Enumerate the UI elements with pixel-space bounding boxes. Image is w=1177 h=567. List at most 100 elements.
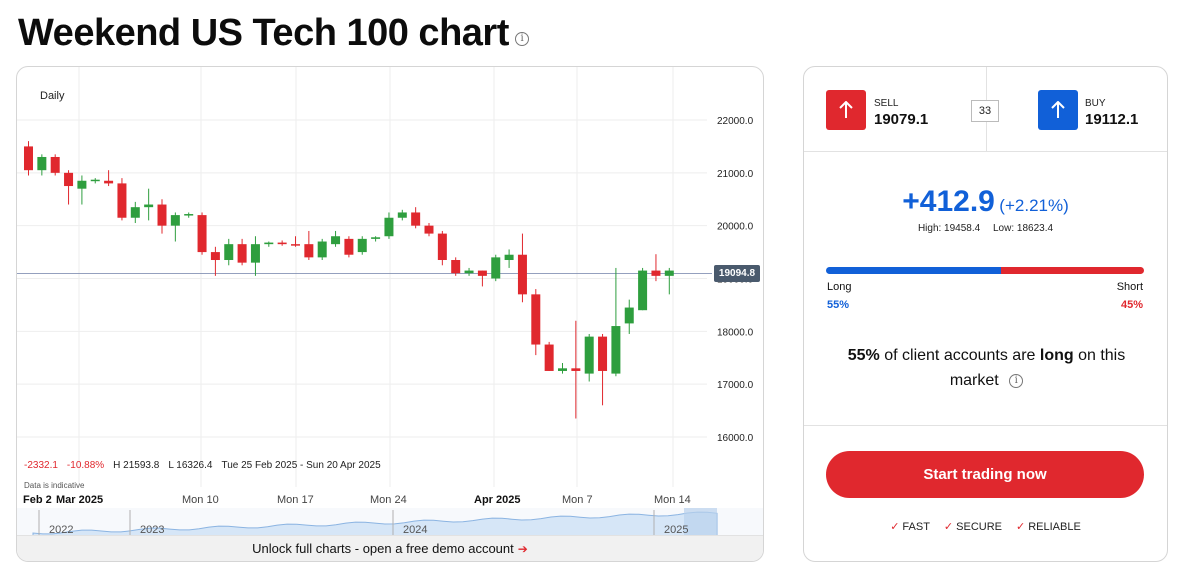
candle — [464, 270, 474, 274]
candle — [437, 233, 447, 261]
candle — [624, 307, 634, 324]
buy-button[interactable] — [1038, 90, 1078, 130]
indicative-note: Data is indicative — [24, 481, 85, 490]
navigator-area — [32, 511, 718, 538]
stat-change-pct: -10.88% — [66, 460, 105, 471]
navigator-year-label: 2023 — [140, 524, 164, 536]
candle — [130, 207, 140, 218]
sentence-end: on this market — [949, 347, 1126, 389]
candle — [77, 180, 87, 189]
candle — [37, 156, 47, 171]
candle — [170, 215, 180, 226]
stat-high: H 21593.8 — [113, 460, 160, 471]
x-tick-label: Feb 2 — [23, 494, 52, 506]
candle — [384, 217, 394, 237]
sell-button[interactable] — [826, 90, 866, 130]
candle — [197, 215, 207, 253]
buy-price[interactable]: 19112.1 — [1085, 111, 1139, 128]
x-tick-label: Mar 2025 — [56, 494, 103, 506]
trade-card: SELL 19079.1 33 BUY 19112.1 +412.9 (+2.2… — [803, 66, 1168, 562]
unlock-charts-link[interactable]: Unlock full charts - open a free demo ac… — [17, 535, 763, 561]
y-tick-label: 18000.0 — [717, 327, 754, 338]
candle — [424, 225, 434, 234]
x-tick-label: Mon 24 — [370, 494, 407, 506]
candle — [664, 270, 674, 276]
day-low: Low: 18623.4 — [993, 223, 1054, 234]
short-label: Short — [1116, 281, 1143, 293]
high-low: High: 19458.4 Low: 18623.4 — [804, 223, 1167, 234]
sentiment-bar — [826, 267, 1144, 274]
y-tick-label: 16000.0 — [717, 433, 754, 444]
candle — [357, 238, 367, 253]
candle — [598, 336, 608, 371]
candle — [104, 180, 114, 184]
navigator-selection — [684, 508, 717, 537]
arrow-up-icon — [1051, 101, 1065, 118]
candle — [250, 244, 260, 263]
y-tick-label: 21000.0 — [717, 169, 754, 180]
candle — [584, 336, 594, 374]
y-tick-label: 20000.0 — [717, 222, 754, 233]
candle — [50, 156, 60, 173]
candle — [64, 172, 74, 187]
candle — [24, 146, 33, 171]
candle — [611, 326, 621, 374]
arrow-right-icon: ➔ — [517, 541, 528, 556]
candle — [210, 252, 220, 261]
start-trading-button[interactable]: Start trading now — [826, 451, 1144, 498]
x-tick-label: Mon 14 — [654, 494, 691, 506]
candle — [184, 214, 194, 216]
check-icon: ✓ — [943, 521, 954, 533]
candle — [264, 242, 274, 245]
candle — [371, 237, 381, 239]
sell-price[interactable]: 19079.1 — [874, 111, 929, 128]
feature-fast: ✓ FAST — [890, 521, 930, 533]
unlock-text: Unlock full charts - open a free demo ac… — [252, 541, 514, 556]
candle — [277, 242, 287, 245]
y-tick-label: 22000.0 — [717, 116, 754, 127]
candle — [531, 294, 541, 345]
x-tick-label: Apr 2025 — [474, 494, 520, 506]
sentiment-short-fill — [1000, 267, 1144, 274]
candle — [317, 241, 327, 258]
navigator-year-label: 2025 — [664, 524, 688, 536]
change-abs: +412.9 — [902, 185, 995, 218]
daily-change: +412.9 (+2.21%) — [804, 185, 1167, 219]
chart-stats: -2332.1 -10.88% H 21593.8 L 16326.4 Tue … — [24, 460, 381, 471]
spread-badge: 33 — [971, 100, 999, 122]
long-label: Long — [827, 281, 852, 293]
candle — [157, 204, 167, 226]
sentiment-sentence: 55% of client accounts are long on this … — [824, 343, 1149, 393]
candle — [451, 260, 461, 274]
candle — [411, 212, 421, 226]
candle — [651, 270, 661, 276]
candle — [477, 270, 487, 276]
candle — [638, 270, 648, 311]
sentiment-long-fill — [826, 267, 1001, 274]
buy-label: BUY — [1085, 98, 1106, 109]
price-chart[interactable]: 22000.021000.020000.019000.018000.017000… — [17, 67, 764, 562]
candle — [544, 344, 554, 371]
info-icon[interactable]: i — [1009, 373, 1024, 388]
periodicity-label[interactable]: Daily — [40, 90, 65, 102]
candle — [144, 204, 154, 208]
info-icon[interactable]: i — [514, 31, 529, 46]
navigator-year-label: 2022 — [49, 524, 73, 536]
short-pct: 45% — [1120, 299, 1143, 311]
x-tick-label: Mon 17 — [277, 494, 314, 506]
feature-reliable: ✓ RELIABLE — [1015, 521, 1081, 533]
candle — [517, 254, 527, 295]
candle — [558, 368, 567, 371]
candle — [571, 368, 581, 371]
check-icon: ✓ — [1015, 521, 1026, 533]
candle — [224, 244, 234, 261]
sell-label: SELL — [874, 98, 899, 109]
candle — [90, 179, 100, 182]
chart-card[interactable]: 22000.021000.020000.019000.018000.017000… — [16, 66, 764, 562]
stat-range: Tue 25 Feb 2025 - Sun 20 Apr 2025 — [221, 460, 381, 471]
arrow-up-icon — [839, 101, 853, 118]
page-title: Weekend US Tech 100 chart i — [18, 12, 529, 55]
candle — [397, 212, 407, 218]
long-pct: 55% — [827, 299, 850, 311]
check-icon: ✓ — [890, 521, 900, 533]
